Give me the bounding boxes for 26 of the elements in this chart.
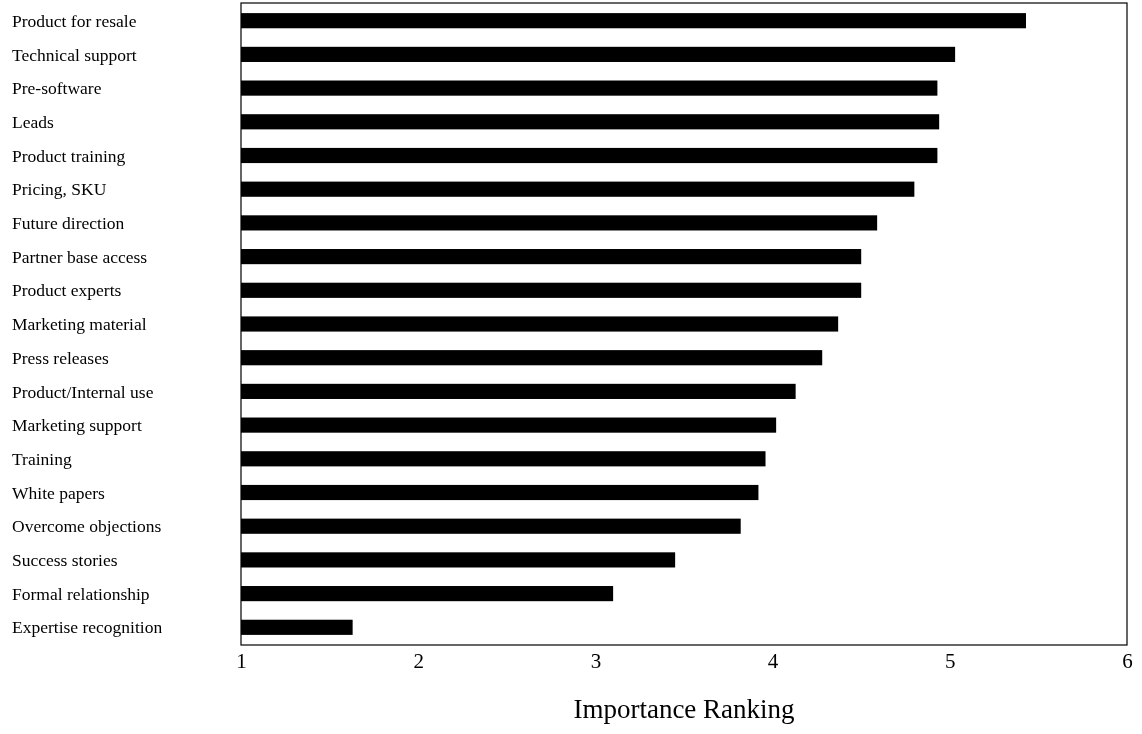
- x-tick-label: 6: [1122, 648, 1133, 673]
- y-tick-label: Partner base access: [12, 246, 148, 267]
- y-tick-label: Future direction: [12, 213, 125, 234]
- y-tick-label: Training: [12, 448, 72, 469]
- x-tick-label: 2: [413, 648, 424, 673]
- x-tick-label: 4: [767, 648, 779, 673]
- y-tick-label: White papers: [12, 482, 105, 503]
- y-tick-label: Formal relationship: [12, 583, 150, 604]
- y-tick-label: Marketing material: [12, 314, 147, 335]
- y-tick-label: Product for resale: [12, 10, 137, 31]
- y-tick-label: Marketing support: [12, 415, 142, 436]
- y-tick-label: Pre-software: [12, 78, 102, 99]
- y-tick-label: Pricing, SKU: [12, 179, 107, 200]
- y-tick-label: Expertise recognition: [12, 617, 163, 638]
- y-tick-label: Leads: [12, 111, 54, 132]
- y-tick-label: Product experts: [12, 280, 122, 301]
- y-tick-label: Technical support: [12, 44, 137, 65]
- x-tick-label: 3: [590, 648, 602, 673]
- y-tick-label: Product/Internal use: [12, 381, 154, 402]
- x-tick-label: 5: [945, 648, 956, 673]
- x-axis-title: Importance Ranking: [573, 694, 795, 724]
- y-tick-label: Product training: [12, 145, 126, 166]
- x-tick-label: 1: [236, 648, 247, 673]
- y-tick-label: Overcome objections: [12, 516, 162, 537]
- y-tick-label: Success stories: [12, 550, 118, 571]
- y-tick-label: Press releases: [12, 347, 109, 368]
